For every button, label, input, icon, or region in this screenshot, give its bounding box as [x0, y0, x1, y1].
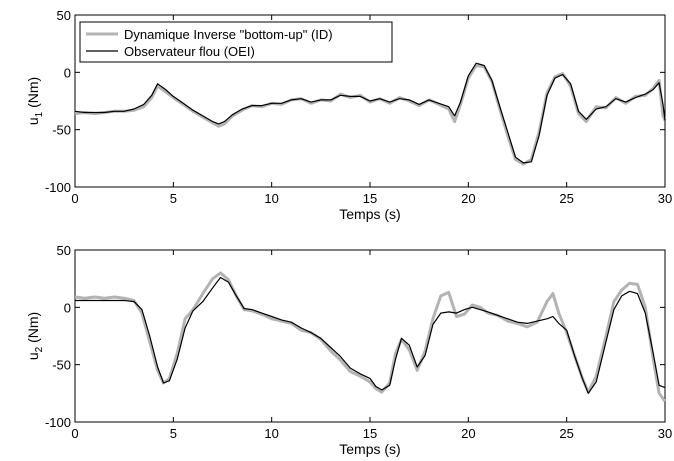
- x-tick-label: 10: [264, 426, 278, 441]
- series-layer-u1: [74, 62, 667, 166]
- x-axis-label-u2: Temps (s): [339, 441, 400, 457]
- x-tick-label: 20: [461, 426, 475, 441]
- y-label-subscript: 1: [34, 111, 45, 117]
- y-tick-label: -100: [45, 180, 71, 195]
- y-tick-label: 0: [64, 300, 71, 315]
- axis-layer-u2: 0 5 10 15 20 25 30 -100 -50 0 50: [45, 243, 672, 441]
- series-line-oei: [74, 62, 666, 164]
- x-tick-label: 15: [363, 191, 377, 206]
- subplot-u2: 0 5 10 15 20 25 30 -100 -50 0 50 u2 (Nm) Temps (s): [25, 243, 672, 457]
- series-line-id: [74, 64, 667, 166]
- y-label-unit-text: (Nm): [25, 312, 41, 343]
- y-label-unit-text: (Nm): [25, 77, 41, 108]
- legend-box: [79, 21, 393, 63]
- y-tick-label: -50: [52, 358, 71, 373]
- x-tick-label: 30: [658, 426, 672, 441]
- y-label-main: u: [25, 352, 41, 360]
- y-axis-label-u2: u2 (Nm): [25, 312, 45, 360]
- x-tick-label: 0: [71, 191, 78, 206]
- x-tick-label: 25: [559, 191, 573, 206]
- y-label-main: u: [25, 117, 41, 125]
- series-layer-u2: [74, 271, 667, 403]
- x-tick-label: 30: [658, 191, 672, 206]
- axis-layer-u1: 0 5 10 15 20 25 30 -100 -50 0 50: [45, 8, 672, 206]
- x-tick-label: 10: [264, 191, 278, 206]
- legend: Dynamique Inverse "bottom-up" (ID) Obser…: [79, 21, 393, 63]
- y-axis-label-u1: u1 (Nm): [25, 77, 45, 125]
- x-tick-label: 25: [559, 426, 573, 441]
- x-axis-label-u1: Temps (s): [339, 206, 400, 222]
- y-tick-label: -50: [52, 123, 71, 138]
- y-tick-label: 50: [57, 243, 71, 258]
- subplot-u1: 0 5 10 15 20 25 30 -100 -50 0 50 Dynamique Inverse…: [25, 8, 672, 222]
- series-line-oei: [75, 276, 666, 394]
- legend-label-id: Dynamique Inverse "bottom-up" (ID): [124, 27, 333, 42]
- x-tick-label: 0: [71, 426, 78, 441]
- legend-label-oei: Observateur flou (OEI): [124, 44, 255, 59]
- plot-area-u2: [74, 249, 666, 423]
- x-tick-label: 15: [363, 426, 377, 441]
- x-tick-label: 5: [170, 191, 177, 206]
- y-tick-label: 50: [57, 8, 71, 23]
- y-tick-label: -100: [45, 415, 71, 430]
- x-tick-label: 20: [461, 191, 475, 206]
- y-label-subscript: 2: [34, 346, 45, 352]
- x-tick-label: 5: [170, 426, 177, 441]
- y-tick-label: 0: [64, 65, 71, 80]
